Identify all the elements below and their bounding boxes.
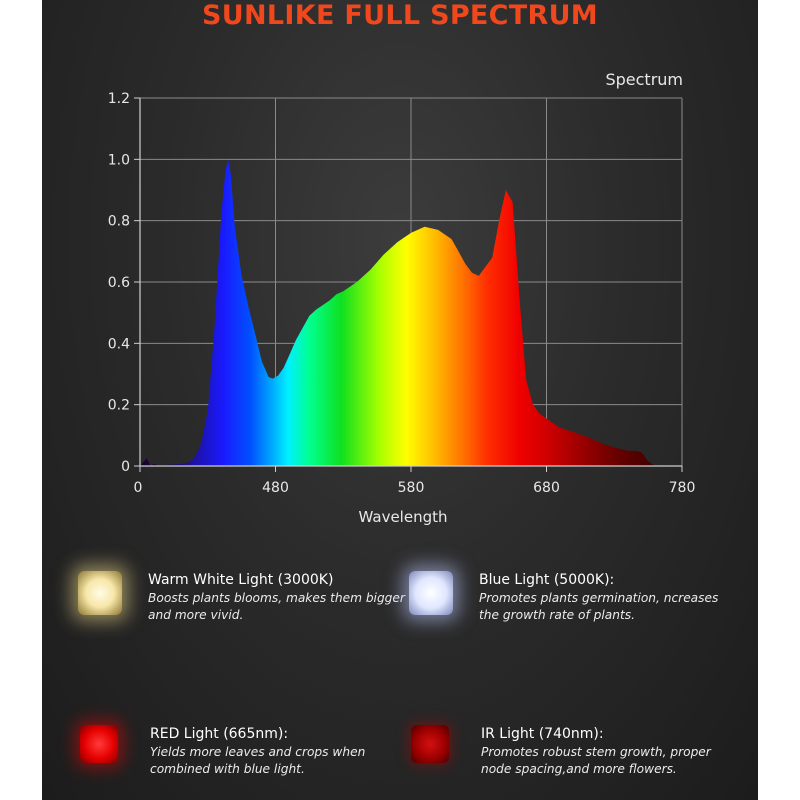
feature-title: IR Light (740nm): xyxy=(481,726,604,742)
y-tick-label: 1.0 xyxy=(108,152,130,168)
feature-title: Warm White Light (3000K) xyxy=(148,572,334,588)
page-title: SUNLIKE FULL SPECTRUM xyxy=(202,0,598,31)
x-tick-label: 580 xyxy=(398,480,425,496)
x-axis-label: Wavelength xyxy=(359,508,448,526)
legend-label: Spectrum xyxy=(605,70,683,89)
red-led-icon xyxy=(80,725,118,763)
spectrum-area xyxy=(140,159,655,467)
y-tick-label: 0.8 xyxy=(108,214,130,230)
y-tick-label: 0.2 xyxy=(108,398,130,414)
x-tick-label: 780 xyxy=(669,480,696,496)
blue-led-icon xyxy=(409,571,453,615)
y-tick-label: 0 xyxy=(121,459,130,475)
y-tick-label: 0.6 xyxy=(108,275,130,291)
x-tick-label: 0 xyxy=(134,480,143,496)
feature-title: RED Light (665nm): xyxy=(150,726,289,742)
feature-description: Boosts plants blooms, makes them bigger … xyxy=(148,591,405,622)
spectrum-chart: 0 0.2 0.4 0.6 0.8 1.0 1.2 0 480 580 680 780 Spectr… xyxy=(108,70,696,526)
feature-description: Promotes robust stem growth, proper node… xyxy=(481,745,711,776)
warm-white-led-icon xyxy=(78,571,122,615)
y-tick-labels: 0 0.2 0.4 0.6 0.8 1.0 1.2 xyxy=(108,91,140,475)
feature-title: Blue Light (5000K): xyxy=(479,572,615,588)
ir-led-icon xyxy=(411,725,449,763)
feature-description: Yields more leaves and crops when combin… xyxy=(150,745,366,776)
x-tick-labels: 0 480 580 680 780 xyxy=(134,466,696,496)
x-tick-label: 480 xyxy=(262,480,289,496)
feature-description: Promotes plants germination, ncreases th… xyxy=(479,591,719,622)
y-tick-label: 1.2 xyxy=(108,91,130,107)
x-tick-label: 680 xyxy=(533,480,560,496)
y-tick-label: 0.4 xyxy=(108,336,130,352)
